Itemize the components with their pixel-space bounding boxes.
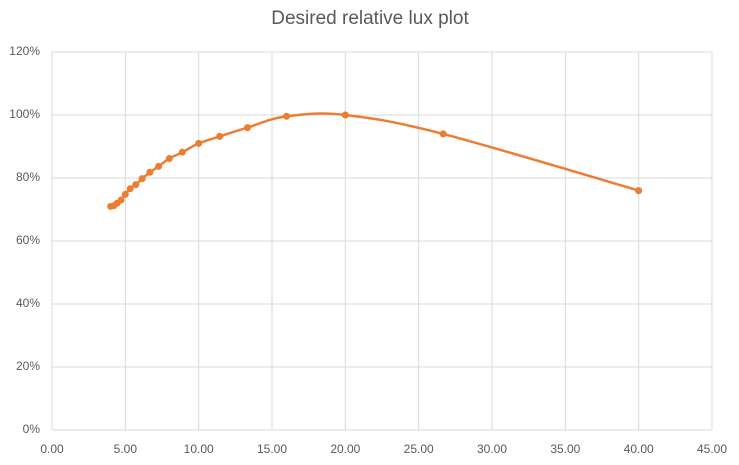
data-point [635, 187, 643, 195]
series-line [110, 112, 640, 208]
data-point [439, 130, 447, 138]
y-tick-label: 100% [9, 107, 40, 121]
x-tick-label: 45.00 [697, 442, 727, 456]
y-tick-label: 60% [16, 233, 40, 247]
data-point [117, 196, 125, 204]
data-point [155, 162, 163, 170]
y-tick-label: 120% [9, 44, 40, 58]
data-point [216, 132, 224, 140]
x-tick-label: 5.00 [114, 442, 138, 456]
x-tick-label: 40.00 [624, 442, 654, 456]
x-tick-label: 10.00 [184, 442, 214, 456]
x-tick-label: 35.00 [550, 442, 580, 456]
x-tick-label: 20.00 [330, 442, 360, 456]
data-point [341, 111, 349, 119]
data-point [146, 168, 154, 176]
data-point [126, 185, 134, 193]
data-point [178, 148, 186, 156]
x-tick-label: 15.00 [257, 442, 287, 456]
data-point [283, 112, 291, 120]
data-point [195, 139, 203, 147]
x-tick-label: 30.00 [477, 442, 507, 456]
data-point [132, 181, 140, 189]
x-tick-label: 0.00 [40, 442, 64, 456]
chart-title: Desired relative lux plot [271, 8, 469, 29]
x-tick-label: 25.00 [404, 442, 434, 456]
data-point [121, 190, 129, 198]
data-point [138, 175, 146, 183]
y-tick-label: 80% [16, 170, 40, 184]
y-tick-label: 20% [16, 359, 40, 373]
y-tick-label: 0% [23, 422, 41, 436]
y-tick-label: 40% [16, 296, 40, 310]
data-point [165, 154, 173, 162]
data-point [244, 124, 252, 132]
